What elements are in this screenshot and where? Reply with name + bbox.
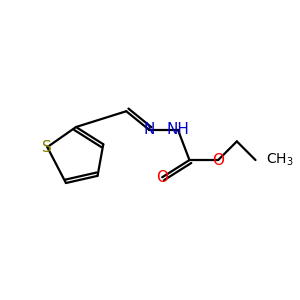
Text: NH: NH: [167, 122, 189, 137]
Text: O: O: [212, 153, 224, 168]
Text: S: S: [42, 140, 52, 154]
Text: CH$_3$: CH$_3$: [266, 152, 293, 168]
Text: N: N: [144, 122, 155, 137]
Text: O: O: [156, 170, 168, 185]
